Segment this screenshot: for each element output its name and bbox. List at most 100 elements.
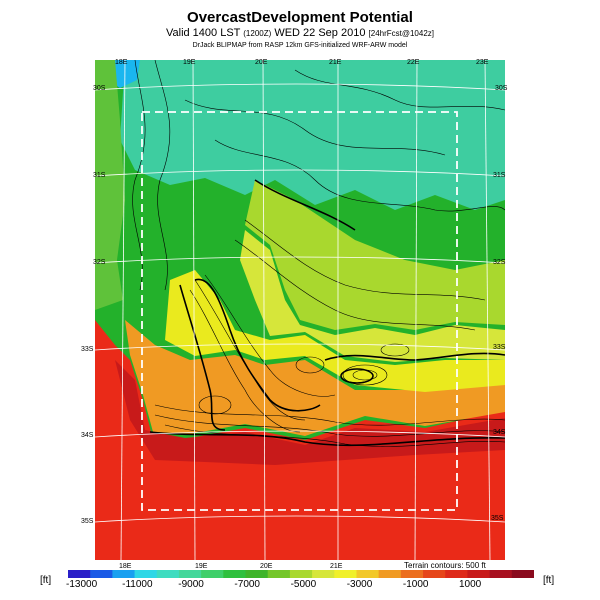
colorbar-swatch — [156, 570, 180, 578]
terrain-contour — [204, 274, 336, 397]
lat-label-right: 35S — [491, 515, 504, 522]
lon-label-top: 18E — [115, 59, 128, 66]
colorbar-swatch — [267, 570, 291, 578]
terrain-contour-note: Terrain contours: 500 ft — [404, 561, 486, 570]
parallel-line — [95, 515, 505, 523]
colorbar-swatch — [312, 570, 335, 578]
colorbar-swatch — [489, 570, 513, 578]
colorbar-tick-label: 1000 — [459, 579, 482, 590]
lat-label-left: 34S — [81, 432, 94, 439]
deep-red-coast — [115, 360, 505, 465]
lon-label-top: 19E — [183, 59, 196, 66]
terrain-contour — [154, 404, 505, 426]
terrain-contour — [154, 60, 171, 291]
colorbar-swatch — [178, 570, 202, 578]
parallel-line — [95, 83, 505, 91]
lat-label-left: 30S — [93, 85, 106, 92]
terrain-contours — [132, 60, 505, 447]
lon-label-top: 20E — [255, 59, 268, 66]
colorbar-swatch — [511, 570, 534, 578]
colorbar-swatch — [223, 570, 247, 578]
colorbar-swatch — [467, 570, 491, 578]
coastal-orange-zone — [125, 320, 505, 436]
colorbar-swatch — [400, 570, 424, 578]
colorbar-tick-label: -3000 — [346, 579, 373, 590]
terrain-contour — [294, 69, 505, 111]
lat-label-left: 35S — [81, 518, 94, 525]
colorbar-tick-label: -7000 — [234, 579, 260, 590]
colorbar-swatch — [90, 570, 113, 578]
terrain-contour — [164, 424, 505, 447]
bold-contour — [324, 352, 505, 361]
lon-label-bottom: 21E — [330, 563, 343, 570]
colorbar-swatch — [289, 570, 313, 578]
lon-label-bottom: 20E — [260, 563, 273, 570]
lon-label-bottom: 18E — [119, 563, 132, 570]
terrain-contour — [380, 343, 410, 357]
west-coast-green — [95, 60, 125, 310]
inner-domain-box — [141, 111, 458, 511]
colorbar-swatch — [423, 570, 446, 578]
colorbar-swatch — [134, 570, 158, 578]
lat-label-left: 33S — [81, 346, 94, 353]
meridian-line — [120, 60, 126, 560]
map-title: OvercastDevelopment Potential — [187, 9, 413, 26]
model-credit: DrJack BLIPMAP from RASP 12km GFS-initia… — [192, 42, 408, 49]
valid-time-line: Valid 1400 LST (1200Z) WED 22 Sep 2010 [… — [0, 27, 600, 39]
lat-label-left: 32S — [93, 259, 106, 266]
bold-contour — [149, 431, 505, 447]
escarpment-yellow-band — [240, 230, 505, 362]
bold-contour — [194, 278, 321, 412]
colorbar-swatch — [334, 570, 357, 578]
lat-label-left: 31S — [93, 172, 106, 179]
colorbar-swatch — [378, 570, 402, 578]
colorbar-swatch — [445, 570, 468, 578]
colorbar-swatch — [201, 570, 224, 578]
lat-label-right: 33S — [493, 344, 506, 351]
colorbar-tick-label: -11000 — [122, 579, 153, 590]
lon-label-top: 22E — [407, 59, 420, 66]
terrain-contour — [244, 219, 486, 301]
bold-terrain-contours — [149, 179, 505, 447]
overcast-map: 18E 19E 20E 21E 22E 23E 18E 19E 20E 21E … — [81, 59, 508, 570]
colorbar-swatch — [245, 570, 269, 578]
terrain-contour — [132, 60, 146, 291]
colorbar-tick-label: -5000 — [290, 579, 317, 590]
lat-label-right: 30S — [495, 85, 508, 92]
colorbar-swatch — [356, 570, 380, 578]
lon-label-bottom: 19E — [195, 563, 208, 570]
southern-ocean-field — [95, 320, 505, 560]
parallel-line — [95, 256, 505, 264]
colorbar-swatch — [68, 570, 91, 578]
interior-lime-zone — [245, 180, 505, 330]
lat-label-right: 31S — [493, 172, 506, 179]
latlon-grid — [95, 60, 505, 560]
colorbar — [68, 570, 534, 578]
terrain-contour — [184, 99, 446, 156]
lon-label-top: 21E — [329, 59, 342, 66]
meridian-line — [262, 60, 266, 560]
lat-label-right: 34S — [493, 429, 506, 436]
forecast-tag: [24hrFcst@1042z] — [368, 29, 434, 38]
meridian-line — [192, 60, 196, 560]
colorbar-swatch — [112, 570, 136, 578]
meridian-line — [414, 60, 418, 560]
bold-contour — [340, 368, 374, 384]
terrain-contour — [154, 414, 505, 437]
terrain-contour — [342, 364, 388, 386]
colorbar-tick-label: -9000 — [178, 579, 204, 590]
terrain-contour — [198, 395, 232, 415]
ridge-yellow-zone — [165, 270, 505, 392]
valid-utc: (1200Z) — [243, 29, 272, 38]
parallel-line — [95, 169, 505, 177]
colorbar-unit-right: [ft] — [543, 575, 555, 586]
parallel-line — [95, 430, 505, 438]
meridian-line — [484, 60, 491, 560]
terrain-contour — [295, 356, 325, 374]
valid-prefix: Valid 1400 LST — [165, 27, 241, 39]
colorbar-tick-label: -13000 — [66, 579, 98, 590]
bold-contour — [254, 179, 356, 231]
lat-label-right: 32S — [493, 259, 506, 266]
lon-label-top: 23E — [476, 59, 489, 66]
